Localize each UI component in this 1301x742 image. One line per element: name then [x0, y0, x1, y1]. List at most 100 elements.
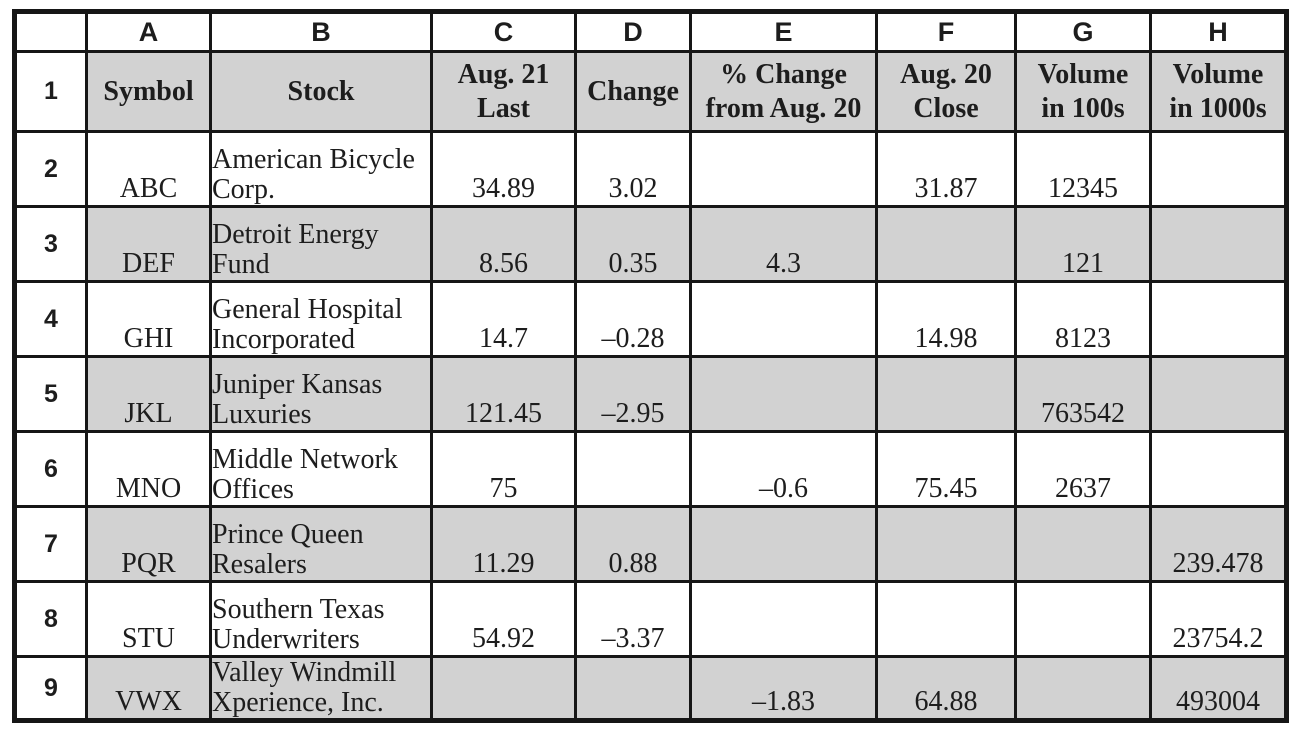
cell-stock: Valley Windmill Xperience, Inc.	[209, 655, 433, 722]
column-letter-e: E	[689, 10, 878, 53]
cell-aug20-close	[875, 505, 1017, 583]
cell-symbol: DEF	[85, 205, 212, 283]
table-row-ghi: 4 GHI General Hospital Incorporated 14.7…	[13, 280, 1288, 358]
cell-aug20-close	[875, 205, 1017, 283]
cell-volume-100s: 2637	[1014, 430, 1152, 508]
cell-symbol: VWX	[85, 655, 212, 722]
cell-aug21-last: 54.92	[430, 580, 577, 658]
header-volume-1000s: Volume in 1000s	[1149, 50, 1288, 133]
cell-volume-100s	[1014, 655, 1152, 722]
row-number: 8	[13, 580, 88, 658]
cell-change: –0.28	[574, 280, 692, 358]
cell-volume-1000s: 23754.2	[1149, 580, 1288, 658]
column-letter-g: G	[1014, 10, 1152, 53]
cell-volume-1000s	[1149, 130, 1288, 208]
cell-pct-change: –1.83	[689, 655, 878, 722]
cell-symbol: ABC	[85, 130, 212, 208]
cell-aug20-close	[875, 580, 1017, 658]
header-row: 1 Symbol Stock Aug. 21 Last Change % Cha…	[13, 50, 1288, 133]
cell-stock: General Hospital Incorporated	[209, 280, 433, 358]
table-row-jkl: 5 JKL Juniper Kansas Luxuries 121.45 –2.…	[13, 355, 1288, 433]
cell-volume-1000s	[1149, 430, 1288, 508]
table-row-stu: 8 STU Southern Texas Underwriters 54.92 …	[13, 580, 1288, 658]
cell-symbol: STU	[85, 580, 212, 658]
cell-aug21-last: 14.7	[430, 280, 577, 358]
table-row-vwx: 9 VWX Valley Windmill Xperience, Inc. –1…	[13, 655, 1288, 722]
cell-change	[574, 430, 692, 508]
cell-volume-100s: 121	[1014, 205, 1152, 283]
cell-pct-change	[689, 130, 878, 208]
cell-aug21-last: 75	[430, 430, 577, 508]
row-number: 5	[13, 355, 88, 433]
header-aug20-close: Aug. 20 Close	[875, 50, 1017, 133]
column-letter-b: B	[209, 10, 433, 53]
header-volume-100s: Volume in 100s	[1014, 50, 1152, 133]
cell-volume-100s	[1014, 580, 1152, 658]
stock-spreadsheet-table: A B C D E F G H 1 Symbol Stock Aug. 21 L…	[12, 9, 1289, 723]
cell-pct-change	[689, 505, 878, 583]
cell-change: 0.35	[574, 205, 692, 283]
cell-symbol: PQR	[85, 505, 212, 583]
cell-stock: Prince Queen Resalers	[209, 505, 433, 583]
cell-pct-change	[689, 355, 878, 433]
row-number: 3	[13, 205, 88, 283]
cell-symbol: JKL	[85, 355, 212, 433]
cell-volume-1000s	[1149, 355, 1288, 433]
cell-change: –3.37	[574, 580, 692, 658]
cell-volume-1000s: 493004	[1149, 655, 1288, 722]
header-pct-change: % Change from Aug. 20	[689, 50, 878, 133]
column-letter-c: C	[430, 10, 577, 53]
cell-aug20-close: 64.88	[875, 655, 1017, 722]
cell-volume-100s: 8123	[1014, 280, 1152, 358]
cell-pct-change	[689, 280, 878, 358]
table-row-abc: 2 ABC American Bicycle Corp. 34.89 3.02 …	[13, 130, 1288, 208]
cell-volume-100s	[1014, 505, 1152, 583]
header-symbol: Symbol	[85, 50, 212, 133]
table-row-def: 3 DEF Detroit Energy Fund 8.56 0.35 4.3 …	[13, 205, 1288, 283]
header-change: Change	[574, 50, 692, 133]
cell-aug20-close: 31.87	[875, 130, 1017, 208]
cell-volume-1000s: 239.478	[1149, 505, 1288, 583]
table-row-mno: 6 MNO Middle Network Offices 75 –0.6 75.…	[13, 430, 1288, 508]
column-letter-row: A B C D E F G H	[13, 10, 1288, 53]
row-number: 6	[13, 430, 88, 508]
cell-volume-100s: 763542	[1014, 355, 1152, 433]
header-aug21-last: Aug. 21 Last	[430, 50, 577, 133]
row-number: 7	[13, 505, 88, 583]
cell-change: 3.02	[574, 130, 692, 208]
corner-cell	[13, 10, 88, 53]
cell-aug21-last: 34.89	[430, 130, 577, 208]
cell-pct-change: –0.6	[689, 430, 878, 508]
column-letter-d: D	[574, 10, 692, 53]
cell-stock: Middle Network Offices	[209, 430, 433, 508]
cell-aug21-last: 121.45	[430, 355, 577, 433]
cell-change: 0.88	[574, 505, 692, 583]
cell-stock: American Bicycle Corp.	[209, 130, 433, 208]
cell-aug20-close: 14.98	[875, 280, 1017, 358]
header-stock: Stock	[209, 50, 433, 133]
cell-volume-1000s	[1149, 205, 1288, 283]
row-number: 2	[13, 130, 88, 208]
column-letter-h: H	[1149, 10, 1288, 53]
cell-change: –2.95	[574, 355, 692, 433]
column-letter-f: F	[875, 10, 1017, 53]
cell-volume-1000s	[1149, 280, 1288, 358]
cell-stock: Detroit Energy Fund	[209, 205, 433, 283]
cell-aug21-last	[430, 655, 577, 722]
cell-change	[574, 655, 692, 722]
cell-pct-change: 4.3	[689, 205, 878, 283]
cell-aug21-last: 11.29	[430, 505, 577, 583]
column-letter-a: A	[85, 10, 212, 53]
cell-symbol: GHI	[85, 280, 212, 358]
cell-stock: Juniper Kansas Luxuries	[209, 355, 433, 433]
cell-aug21-last: 8.56	[430, 205, 577, 283]
row-number: 4	[13, 280, 88, 358]
cell-pct-change	[689, 580, 878, 658]
cell-aug20-close: 75.45	[875, 430, 1017, 508]
row-number: 1	[13, 50, 88, 133]
table-row-pqr: 7 PQR Prince Queen Resalers 11.29 0.88 2…	[13, 505, 1288, 583]
cell-symbol: MNO	[85, 430, 212, 508]
cell-stock: Southern Texas Underwriters	[209, 580, 433, 658]
cell-aug20-close	[875, 355, 1017, 433]
row-number: 9	[13, 655, 88, 722]
